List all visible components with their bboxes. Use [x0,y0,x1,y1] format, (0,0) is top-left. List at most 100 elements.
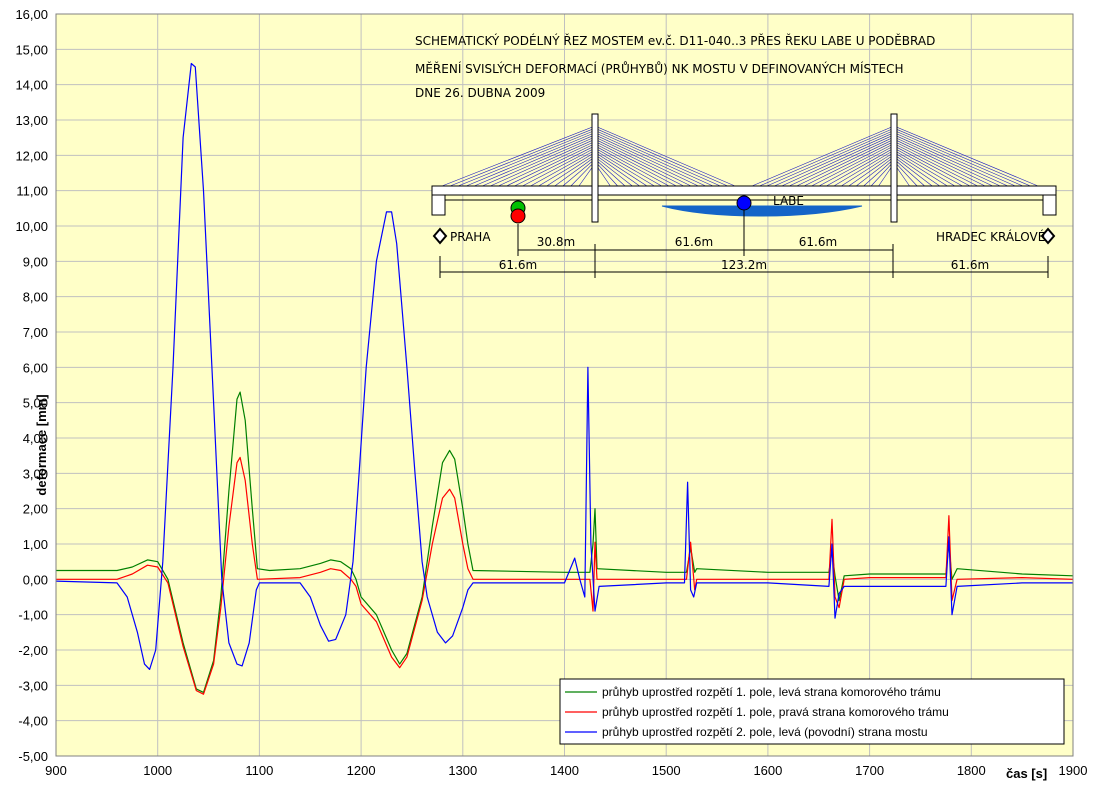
y-tick-label: 10,00 [15,219,48,234]
legend: průhyb uprostřed rozpětí 1. pole, levá s… [559,678,1065,745]
y-tick-label: 15,00 [15,42,48,57]
marker-red [510,208,526,224]
x-axis-title-bg [1003,764,1051,782]
x-tick-label: 1500 [652,763,681,778]
stay-cable [594,125,736,187]
arrow-left-icon [432,227,448,245]
bridge-deck [431,185,1057,196]
stay-cable [856,156,895,187]
stay-cable [893,160,918,187]
abutment-right [1042,194,1057,216]
stay-cable [789,136,895,187]
y-tick-label: 7,00 [23,325,48,340]
x-tick-labels: 900 1000 1100 1200 1300 1400 1500 1600 1700 1800 1… [45,763,1087,778]
river-labe [661,205,863,217]
y-tick-label: 2,00 [23,502,48,517]
stay-cable [893,154,940,187]
stay-cable [759,127,895,187]
sketch-title-line-3: DNE 26. DUBNA 2009 [415,86,545,100]
stay-cable [893,127,1031,187]
y-tick-label: -4,00 [18,714,48,729]
stay-cable [514,145,596,187]
legend-label-3: průhyb uprostřed rozpětí 2. pole, levá (… [602,725,928,739]
stay-cable [893,158,925,187]
stay-cable [538,152,596,187]
stay-cable [594,147,662,187]
stay-cable [781,134,895,187]
y-tick-label: 0,00 [23,572,48,587]
stay-cable [833,149,895,187]
x-tick-label: 1000 [143,763,172,778]
y-tick-label: 16,00 [15,7,48,22]
stay-cable [893,130,1024,187]
dim-upper-1: 30.8m [537,235,575,249]
stay-cable [506,143,596,187]
stay-cable [766,130,895,187]
stay-cable [751,125,895,187]
legend-label-1: průhyb uprostřed rozpětí 1. pole, levá s… [602,685,941,699]
stay-cable [796,138,895,187]
stay-cable [863,158,895,187]
stay-cable [870,160,895,187]
stay-cable [594,134,706,187]
stay-cable [594,154,640,187]
stay-cable [594,127,728,187]
abutment-left [431,194,446,216]
y-tick-label: 3,00 [23,466,48,481]
stay-cable [893,134,1008,187]
stay-cable [594,149,655,187]
stay-cable [848,154,895,187]
stay-cable [594,160,618,187]
dim-lower-2: 123.2m [721,258,767,272]
y-tick-label: -2,00 [18,643,48,658]
x-tick-label: 1600 [753,763,782,778]
x-tick-label: 1200 [347,763,376,778]
y-tick-label: 13,00 [15,113,48,128]
stay-cable [893,141,986,187]
y-tick-label: -5,00 [18,749,48,764]
stay-cable [546,154,596,187]
x-tick-label: 1400 [550,763,579,778]
x-tick-label: 1700 [855,763,884,778]
stay-cable [893,143,978,187]
stay-cables [441,125,1039,187]
stay-cable [457,130,596,187]
stay-cable [893,125,1039,187]
series-line-2 [56,456,1074,695]
stay-cable [826,147,895,187]
x-tick-label: 1100 [245,763,273,778]
x-tick-label: 1900 [1059,763,1088,778]
stay-cable [594,132,714,187]
y-axis-title: deformace [mm] [34,394,49,495]
stay-cable [893,152,948,187]
y-tick-label: -1,00 [18,608,48,623]
dim-upper-3: 61.6m [799,235,837,249]
stay-cable [594,145,670,187]
x-tick-label: 1300 [448,763,477,778]
stay-cable [893,149,956,187]
stay-cable [482,136,596,187]
series-lines [55,62,1074,695]
stay-cable [530,149,596,187]
y-tick-label: 11,00 [16,184,48,199]
sketch-title-line-1: SCHEMATICKÝ PODÉLNÝ ŘEZ MOSTEM ev.č. D11… [415,33,935,48]
pylon-left [591,113,599,223]
stay-cable [594,138,692,187]
stay-cable [594,156,633,187]
stay-cable [594,143,677,187]
x-tick-label: 900 [45,763,67,778]
stay-cable [893,145,971,187]
stay-cable [893,147,963,187]
y-tick-label: 8,00 [23,290,48,305]
river-label: LABE [773,194,804,208]
legend-box [559,678,1065,745]
stay-cable [498,141,596,187]
sketch-title-line-2: MĚŘENÍ SVISLÝCH DEFORMACÍ (PRŮHYBŮ) NK M… [415,61,904,76]
series-line-3 [55,62,1073,671]
stay-cable [594,152,648,187]
stay-cable [774,132,895,187]
bridge-sketch: SCHEMATICKÝ PODÉLNÝ ŘEZ MOSTEM ev.č. D11… [415,33,1057,278]
label-hradec: HRADEC KRÁLOVÉ [936,229,1045,244]
stay-cable [441,125,596,187]
y-tick-label: 1,00 [23,537,48,552]
